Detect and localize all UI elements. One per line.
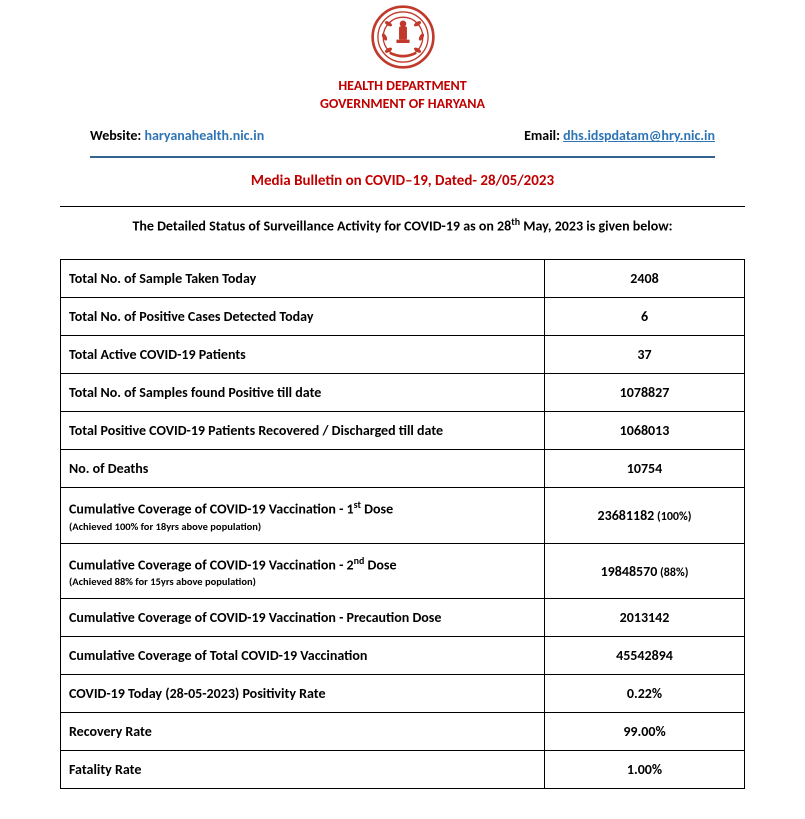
table-row: Cumulative Coverage of COVID-19 Vaccinat…	[61, 599, 745, 637]
row-label: Total No. of Positive Cases Detected Tod…	[61, 298, 545, 336]
row-value: 2408	[545, 260, 745, 298]
stats-table-body: Total No. of Sample Taken Today2408Total…	[61, 260, 745, 789]
table-row: Cumulative Coverage of COVID-19 Vaccinat…	[61, 488, 745, 544]
row-label: Total Positive COVID-19 Patients Recover…	[61, 412, 545, 450]
row-value: 0.22%	[545, 675, 745, 713]
status-prefix: The Detailed Status of Surveillance Acti…	[132, 218, 511, 235]
row-value: 99.00%	[545, 713, 745, 751]
website-link[interactable]: haryanahealth.nic.in	[144, 127, 264, 144]
table-row: Total No. of Positive Cases Detected Tod…	[61, 298, 745, 336]
row-value: 23681182 (100%)	[545, 488, 745, 544]
website-label: Website:	[90, 127, 144, 144]
row-subnote: (Achieved 100% for 18yrs above populatio…	[69, 520, 536, 533]
row-label: Total No. of Samples found Positive till…	[61, 374, 545, 412]
row-value: 45542894	[545, 637, 745, 675]
dept-line1: HEALTH DEPARTMENT	[338, 77, 466, 94]
row-label: Recovery Rate	[61, 713, 545, 751]
row-value: 10754	[545, 450, 745, 488]
row-value: 1068013	[545, 412, 745, 450]
email-label: Email:	[524, 127, 563, 144]
row-subnote: (Achieved 88% for 15yrs above population…	[69, 575, 536, 588]
row-label: Cumulative Coverage of COVID-19 Vaccinat…	[61, 488, 545, 544]
page: HEALTH DEPARTMENT GOVERNMENT OF HARYANA …	[0, 0, 805, 789]
status-suffix: May, 2023 is given below:	[520, 218, 672, 235]
email-link[interactable]: dhs.idspdatam@hry.nic.in	[563, 127, 715, 144]
table-row: Fatality Rate1.00%	[61, 751, 745, 789]
table-row: No. of Deaths10754	[61, 450, 745, 488]
row-value: 1.00%	[545, 751, 745, 789]
emblem-wrap	[60, 4, 745, 75]
email-block: Email: dhs.idspdatam@hry.nic.in	[524, 127, 715, 144]
bulletin-title-text: Media Bulletin on COVID–19, Dated- 28/05…	[251, 172, 554, 190]
table-row: Total No. of Sample Taken Today2408	[61, 260, 745, 298]
divider-line	[90, 156, 715, 158]
department-title: HEALTH DEPARTMENT GOVERNMENT OF HARYANA	[60, 77, 745, 113]
row-label: Total No. of Sample Taken Today	[61, 260, 545, 298]
row-label: COVID-19 Today (28-05-2023) Positivity R…	[61, 675, 545, 713]
table-row: Total No. of Samples found Positive till…	[61, 374, 745, 412]
table-row: Total Positive COVID-19 Patients Recover…	[61, 412, 745, 450]
table-row: Cumulative Coverage of COVID-19 Vaccinat…	[61, 543, 745, 599]
status-line: The Detailed Status of Surveillance Acti…	[60, 215, 745, 235]
row-label: Fatality Rate	[61, 751, 545, 789]
row-label: Cumulative Coverage of COVID-19 Vaccinat…	[61, 543, 545, 599]
stats-table: Total No. of Sample Taken Today2408Total…	[60, 259, 745, 789]
table-row: Total Active COVID-19 Patients37	[61, 336, 745, 374]
bulletin-title: Media Bulletin on COVID–19, Dated- 28/05…	[60, 172, 745, 190]
thin-divider	[60, 206, 745, 207]
row-label: Total Active COVID-19 Patients	[61, 336, 545, 374]
row-value: 19848570 (88%)	[545, 543, 745, 599]
row-value: 1078827	[545, 374, 745, 412]
row-label: No. of Deaths	[61, 450, 545, 488]
govt-emblem-icon	[370, 4, 436, 75]
row-label: Cumulative Coverage of COVID-19 Vaccinat…	[61, 599, 545, 637]
table-row: Recovery Rate99.00%	[61, 713, 745, 751]
row-value: 6	[545, 298, 745, 336]
table-row: Cumulative Coverage of Total COVID-19 Va…	[61, 637, 745, 675]
website-block: Website: haryanahealth.nic.in	[90, 127, 264, 144]
status-ordinal: th	[511, 215, 520, 228]
row-label: Cumulative Coverage of Total COVID-19 Va…	[61, 637, 545, 675]
dept-line2: GOVERNMENT OF HARYANA	[320, 95, 485, 112]
table-row: COVID-19 Today (28-05-2023) Positivity R…	[61, 675, 745, 713]
contact-row: Website: haryanahealth.nic.in Email: dhs…	[90, 127, 715, 144]
row-value: 2013142	[545, 599, 745, 637]
row-value: 37	[545, 336, 745, 374]
